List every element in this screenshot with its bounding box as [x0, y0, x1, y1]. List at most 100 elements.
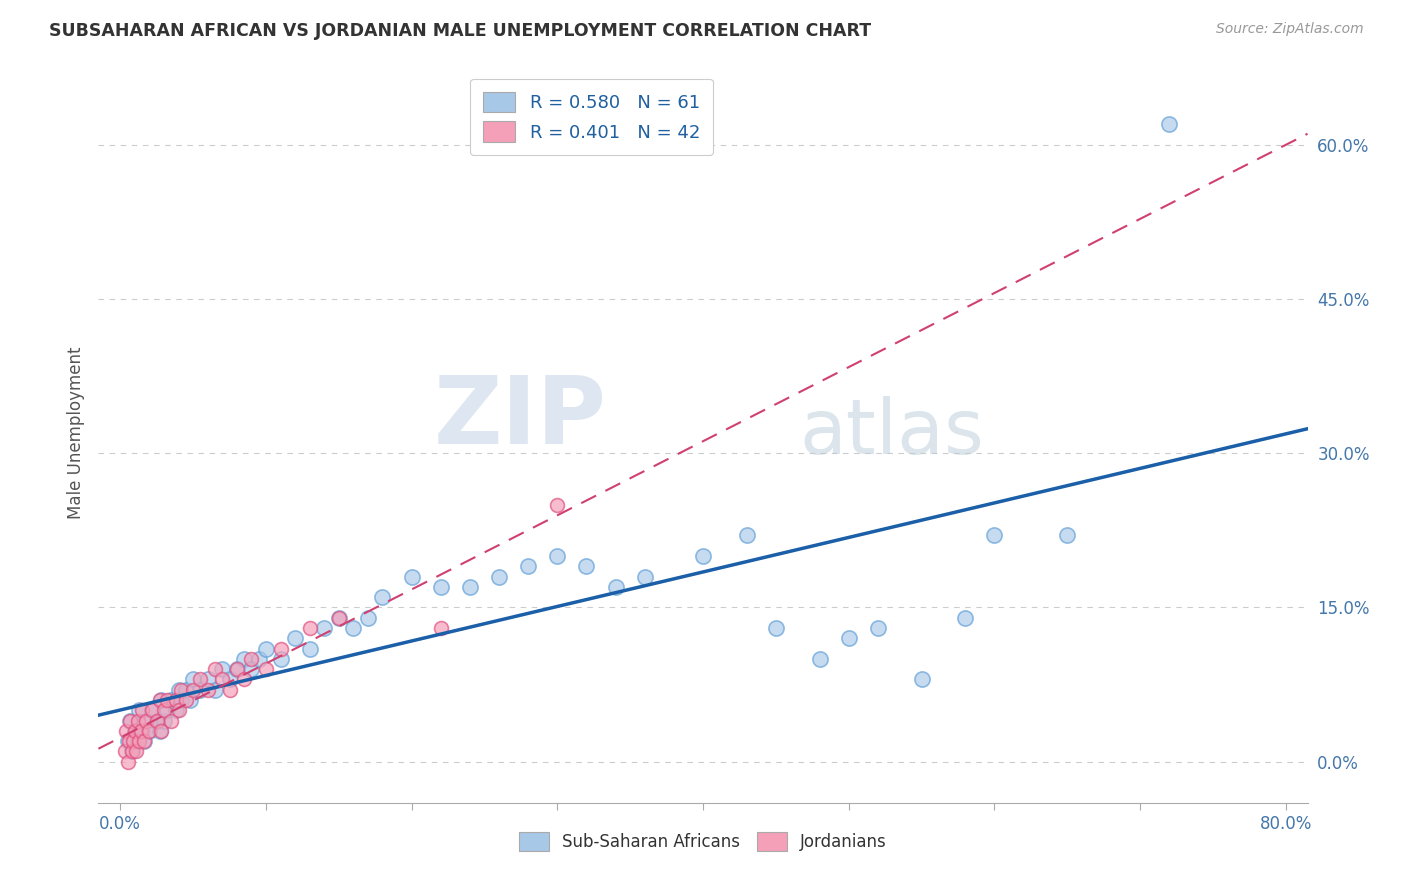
Point: [692, 549, 714, 563]
Point: [149, 723, 172, 738]
Point: [546, 549, 568, 563]
Point: [117, 755, 139, 769]
Point: [488, 569, 510, 583]
Point: [254, 662, 277, 676]
Point: [153, 703, 176, 717]
Point: [121, 744, 143, 758]
Point: [190, 673, 212, 687]
Point: [141, 703, 163, 717]
Point: [218, 673, 240, 687]
Point: [546, 498, 568, 512]
Point: [132, 734, 155, 748]
Point: [150, 723, 173, 738]
Point: [132, 734, 155, 748]
Point: [179, 693, 201, 707]
Point: [190, 682, 212, 697]
Point: [181, 682, 204, 697]
Point: [225, 662, 247, 676]
Point: [458, 580, 481, 594]
Point: [429, 580, 451, 594]
Point: [211, 673, 233, 687]
Point: [328, 611, 350, 625]
Point: [218, 682, 240, 697]
Legend: Sub-Saharan Africans, Jordanians: Sub-Saharan Africans, Jordanians: [509, 822, 897, 861]
Point: [634, 569, 657, 583]
Point: [124, 723, 146, 738]
Point: [204, 662, 226, 676]
Point: [204, 682, 226, 697]
Point: [153, 714, 176, 728]
Point: [174, 682, 197, 697]
Point: [1056, 528, 1078, 542]
Point: [150, 693, 173, 707]
Point: [342, 621, 364, 635]
Point: [165, 703, 187, 717]
Point: [114, 744, 136, 758]
Point: [254, 641, 277, 656]
Point: [125, 744, 148, 758]
Point: [270, 652, 292, 666]
Point: [122, 734, 145, 748]
Point: [131, 703, 153, 717]
Point: [117, 734, 139, 748]
Point: [983, 528, 1005, 542]
Point: [838, 632, 860, 646]
Text: ZIP: ZIP: [433, 372, 606, 464]
Point: [247, 652, 270, 666]
Point: [240, 662, 263, 676]
Point: [167, 703, 190, 717]
Text: Source: ZipAtlas.com: Source: ZipAtlas.com: [1216, 22, 1364, 37]
Point: [138, 723, 160, 738]
Y-axis label: Male Unemployment: Male Unemployment: [66, 346, 84, 519]
Point: [371, 590, 394, 604]
Point: [401, 569, 423, 583]
Point: [910, 673, 932, 687]
Point: [240, 652, 263, 666]
Point: [328, 611, 350, 625]
Point: [160, 693, 183, 707]
Point: [145, 714, 167, 728]
Point: [197, 673, 219, 687]
Point: [174, 693, 197, 707]
Point: [131, 723, 153, 738]
Point: [165, 693, 187, 707]
Point: [121, 744, 143, 758]
Point: [145, 714, 167, 728]
Point: [735, 528, 758, 542]
Point: [955, 611, 977, 625]
Text: atlas: atlas: [800, 396, 984, 469]
Point: [197, 682, 219, 697]
Point: [270, 641, 292, 656]
Point: [429, 621, 451, 635]
Point: [298, 641, 321, 656]
Point: [1159, 117, 1181, 131]
Point: [138, 723, 160, 738]
Point: [127, 714, 149, 728]
Point: [211, 662, 233, 676]
Point: [127, 734, 149, 748]
Point: [866, 621, 889, 635]
Point: [575, 559, 598, 574]
Point: [808, 652, 831, 666]
Point: [149, 693, 172, 707]
Point: [160, 714, 183, 728]
Point: [128, 734, 150, 748]
Point: [181, 673, 204, 687]
Point: [118, 734, 141, 748]
Point: [115, 723, 138, 738]
Point: [765, 621, 787, 635]
Point: [284, 632, 307, 646]
Point: [170, 682, 193, 697]
Point: [135, 714, 157, 728]
Point: [233, 673, 256, 687]
Point: [129, 723, 152, 738]
Point: [120, 714, 142, 728]
Point: [167, 682, 190, 697]
Point: [141, 703, 163, 717]
Point: [605, 580, 627, 594]
Text: SUBSAHARAN AFRICAN VS JORDANIAN MALE UNEMPLOYMENT CORRELATION CHART: SUBSAHARAN AFRICAN VS JORDANIAN MALE UNE…: [49, 22, 872, 40]
Point: [170, 693, 193, 707]
Point: [124, 723, 146, 738]
Point: [298, 621, 321, 635]
Point: [314, 621, 336, 635]
